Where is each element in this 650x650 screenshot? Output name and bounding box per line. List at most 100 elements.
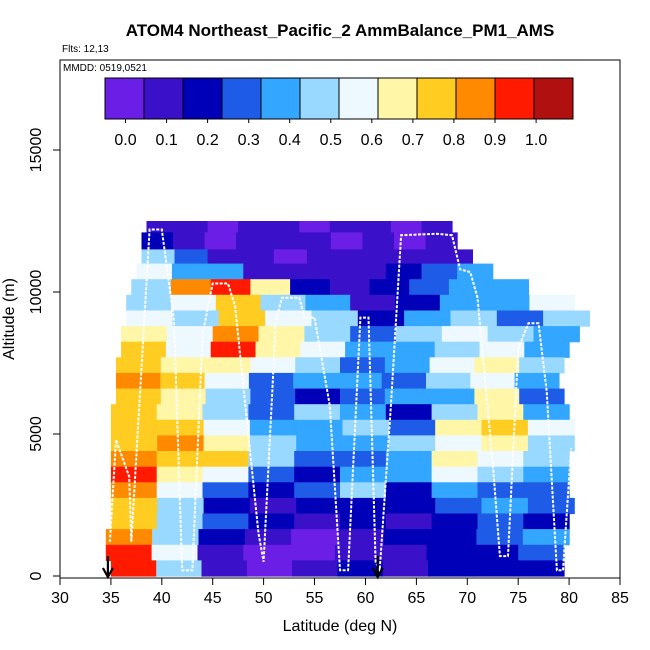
heatmap-cell — [243, 263, 280, 280]
heatmap-cell — [472, 544, 519, 561]
heatmap-cell — [522, 529, 570, 546]
heatmap-cell — [110, 466, 158, 483]
heatmap-cell — [294, 404, 341, 421]
heatmap-cell — [477, 404, 524, 421]
flight-markers — [101, 556, 384, 580]
heatmap-cell — [218, 310, 266, 327]
heatmap-cell — [434, 341, 481, 358]
heatmap-cell — [105, 529, 153, 546]
heatmap-cell — [294, 451, 341, 468]
heatmap-cell — [293, 372, 339, 390]
heatmap-cells — [105, 221, 590, 577]
heatmap-cell — [171, 294, 217, 311]
x-axis: 30 35 40 45 50 55 60 65 70 75 80 85 — [51, 578, 629, 607]
heatmap-cell — [305, 294, 351, 311]
heatmap-cell — [404, 310, 451, 327]
heatmap-cell — [116, 388, 162, 405]
heatmap-cell — [329, 221, 361, 233]
heatmap-cell — [450, 310, 498, 327]
heatmap-cell — [110, 419, 158, 436]
heatmap-cell — [202, 404, 249, 421]
heatmap-cell — [527, 497, 575, 515]
colorbar-tick-label: 0.8 — [443, 132, 465, 149]
heatmap-cell — [248, 466, 295, 483]
heatmap-cell — [249, 497, 297, 515]
heatmap-cell — [473, 560, 520, 577]
heatmap-cell — [477, 451, 524, 468]
heatmap-cell — [388, 419, 436, 436]
heatmap-cell — [383, 529, 431, 546]
x-tick-label: 30 — [51, 590, 69, 607]
heatmap-cell — [160, 388, 207, 405]
heatmap-cell — [362, 232, 395, 250]
heatmap-cell — [295, 388, 341, 405]
heatmap-cell — [210, 341, 257, 358]
heatmap-cell — [203, 419, 251, 436]
heatmap-cell — [110, 435, 158, 452]
heatmap-cell — [514, 372, 560, 390]
heatmap-cell — [207, 221, 239, 233]
heatmap-cell — [295, 357, 341, 374]
heatmap-cell — [290, 279, 331, 296]
heatmap-cell — [385, 451, 433, 468]
heatmap-cell — [172, 310, 220, 327]
heatmap-cell — [384, 388, 431, 405]
heatmap-cell — [250, 279, 291, 296]
heatmap-cell — [360, 221, 392, 233]
heatmap-cell — [110, 497, 158, 515]
heatmap-cell — [296, 419, 344, 436]
heatmap-cell — [457, 263, 494, 280]
heatmap-cell — [204, 372, 250, 390]
plot-frame — [59, 59, 621, 579]
heatmap-cell — [476, 529, 524, 546]
heatmap-cell — [246, 560, 293, 577]
y-tick-label: 10000 — [28, 270, 45, 315]
heatmap-cell — [429, 357, 475, 374]
heatmap-cell — [431, 466, 478, 483]
chart-title: ATOM4 Northeast_Pacific_2 AmmBalance_PM1… — [126, 21, 555, 40]
heatmap-cell — [110, 560, 157, 577]
x-tick-label: 60 — [357, 590, 375, 607]
colorbar-swatch — [417, 78, 457, 119]
x-tick-label: 40 — [153, 590, 171, 607]
heatmap-cell — [337, 529, 385, 546]
heatmap-cell — [304, 326, 351, 343]
colorbar-swatch — [495, 78, 535, 119]
heatmap-cell — [202, 466, 249, 483]
heatmap-cell — [474, 357, 520, 374]
heatmap-cell — [105, 544, 153, 561]
heatmap-cell — [385, 466, 433, 483]
colorbar-swatch — [144, 78, 184, 119]
heatmap-cell — [350, 326, 397, 343]
heatmap-cell — [311, 310, 359, 327]
marker-arrow-head — [101, 567, 114, 580]
heatmap-cell — [431, 404, 478, 421]
heatmap-cell — [523, 404, 570, 421]
heatmap-cell — [390, 221, 422, 233]
heatmap-cell — [204, 232, 237, 250]
heatmap-cell — [243, 544, 290, 561]
heatmap-cell — [523, 466, 570, 483]
heatmap-cell — [160, 357, 207, 374]
heatmap-cell — [431, 451, 478, 468]
x-tick-label: 35 — [102, 590, 120, 607]
heatmap-cell — [110, 513, 158, 530]
heatmap-cell — [171, 279, 212, 296]
colorbar-swatch — [300, 78, 340, 119]
colorbar-swatch — [261, 78, 301, 119]
heatmap-cell — [156, 466, 204, 483]
heatmap-cell — [523, 482, 570, 499]
heatmap-cell — [518, 544, 565, 561]
heatmap-cell — [268, 221, 300, 233]
heatmap-cell — [291, 529, 338, 546]
heatmap-cell — [524, 341, 570, 358]
heatmap-cell — [165, 341, 212, 358]
heatmap-cell — [394, 232, 427, 250]
heatmap-cell — [238, 221, 270, 233]
heatmap-cell — [429, 388, 475, 405]
heatmap-cell — [116, 372, 161, 390]
colorbar-frame — [104, 77, 574, 120]
heatmap-cell — [527, 419, 575, 436]
heatmap-cell — [212, 326, 260, 343]
